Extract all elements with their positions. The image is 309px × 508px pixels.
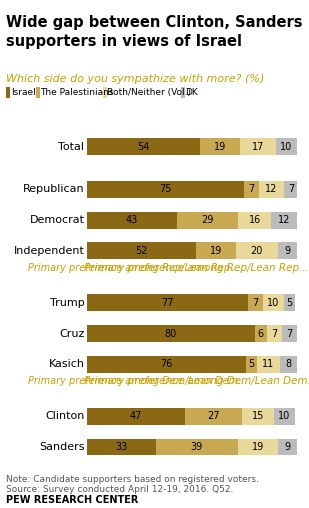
Text: 77: 77: [161, 298, 174, 308]
Bar: [87, 438, 156, 455]
Bar: [263, 295, 284, 311]
Bar: [87, 325, 255, 342]
Text: PEW RESEARCH CENTER: PEW RESEARCH CENTER: [6, 495, 138, 505]
Bar: [87, 295, 248, 311]
Bar: [87, 242, 196, 259]
Text: The Palestinians: The Palestinians: [40, 88, 114, 97]
Bar: [238, 438, 278, 455]
Text: Both/Neither (Vol.): Both/Neither (Vol.): [107, 88, 191, 97]
Bar: [236, 242, 278, 259]
Bar: [267, 325, 282, 342]
Text: Sanders: Sanders: [39, 442, 84, 452]
Text: 76: 76: [160, 359, 172, 369]
Text: 9: 9: [284, 442, 290, 452]
Text: 54: 54: [137, 142, 150, 151]
Text: 43: 43: [125, 215, 138, 225]
Text: Primary preference among Dem/Lean Dem...: Primary preference among Dem/Lean Dem...: [84, 376, 309, 386]
Text: 5: 5: [286, 298, 292, 308]
Text: 39: 39: [191, 442, 203, 452]
Text: 12: 12: [278, 215, 290, 225]
Text: Clinton: Clinton: [45, 411, 84, 421]
Text: 7: 7: [286, 329, 292, 338]
Bar: [280, 356, 297, 372]
Text: 19: 19: [210, 246, 222, 256]
Text: 7: 7: [271, 329, 278, 338]
Text: 11: 11: [262, 359, 274, 369]
Bar: [273, 408, 294, 425]
Text: 5: 5: [248, 359, 255, 369]
Text: 27: 27: [207, 411, 220, 421]
Bar: [271, 212, 297, 229]
Text: 16: 16: [248, 215, 261, 225]
Text: Cruz: Cruz: [59, 329, 84, 338]
Text: Note: Candidate supporters based on registered voters.
Source: Survey conducted : Note: Candidate supporters based on regi…: [6, 475, 259, 494]
Text: 7: 7: [288, 184, 294, 195]
Text: 20: 20: [251, 246, 263, 256]
Text: 7: 7: [252, 298, 259, 308]
Text: Primary preference among Rep/Lean Rep...: Primary preference among Rep/Lean Rep...: [28, 263, 239, 273]
Text: 33: 33: [115, 442, 127, 452]
Bar: [238, 212, 271, 229]
Bar: [257, 356, 280, 372]
Text: 10: 10: [278, 411, 290, 421]
Text: 47: 47: [130, 411, 142, 421]
Text: Independent: Independent: [14, 246, 84, 256]
Bar: [244, 181, 259, 198]
Bar: [246, 356, 257, 372]
Text: Kasich: Kasich: [49, 359, 84, 369]
Bar: [177, 212, 238, 229]
Bar: [87, 138, 200, 155]
Bar: [282, 325, 297, 342]
Bar: [240, 138, 276, 155]
Bar: [200, 138, 240, 155]
Text: 19: 19: [214, 142, 226, 151]
Bar: [196, 242, 236, 259]
Bar: [278, 438, 297, 455]
Bar: [185, 408, 242, 425]
Text: Wide gap between Clinton, Sanders
supporters in views of Israel: Wide gap between Clinton, Sanders suppor…: [6, 15, 303, 49]
Bar: [87, 212, 177, 229]
Bar: [242, 408, 273, 425]
Bar: [87, 408, 185, 425]
Text: Which side do you sympathize with more? (%): Which side do you sympathize with more? …: [6, 74, 265, 84]
Text: 10: 10: [267, 298, 280, 308]
Text: 17: 17: [252, 142, 264, 151]
Bar: [248, 295, 263, 311]
Text: 6: 6: [258, 329, 264, 338]
Bar: [276, 138, 297, 155]
Text: 75: 75: [159, 184, 171, 195]
Text: 29: 29: [201, 215, 214, 225]
Text: 8: 8: [285, 359, 291, 369]
Text: Total: Total: [58, 142, 84, 151]
Text: 7: 7: [248, 184, 255, 195]
Text: Primary preference among Rep/Lean Rep...: Primary preference among Rep/Lean Rep...: [84, 263, 309, 273]
Text: 10: 10: [280, 142, 292, 151]
Text: 19: 19: [252, 442, 264, 452]
Text: Israel: Israel: [11, 88, 35, 97]
Text: Republican: Republican: [23, 184, 84, 195]
Bar: [87, 356, 246, 372]
Bar: [87, 181, 244, 198]
Bar: [259, 181, 284, 198]
Text: 80: 80: [164, 329, 177, 338]
Text: 15: 15: [252, 411, 264, 421]
Text: 9: 9: [284, 246, 290, 256]
Bar: [284, 295, 294, 311]
Text: Trump: Trump: [50, 298, 84, 308]
Text: DK: DK: [185, 88, 198, 97]
Bar: [156, 438, 238, 455]
Text: Democrat: Democrat: [29, 215, 84, 225]
Bar: [284, 181, 299, 198]
Text: 52: 52: [135, 246, 147, 256]
Bar: [278, 242, 297, 259]
Text: Primary preference among Dem/Lean Dem...: Primary preference among Dem/Lean Dem...: [28, 376, 247, 386]
Bar: [255, 325, 267, 342]
Text: 12: 12: [265, 184, 277, 195]
